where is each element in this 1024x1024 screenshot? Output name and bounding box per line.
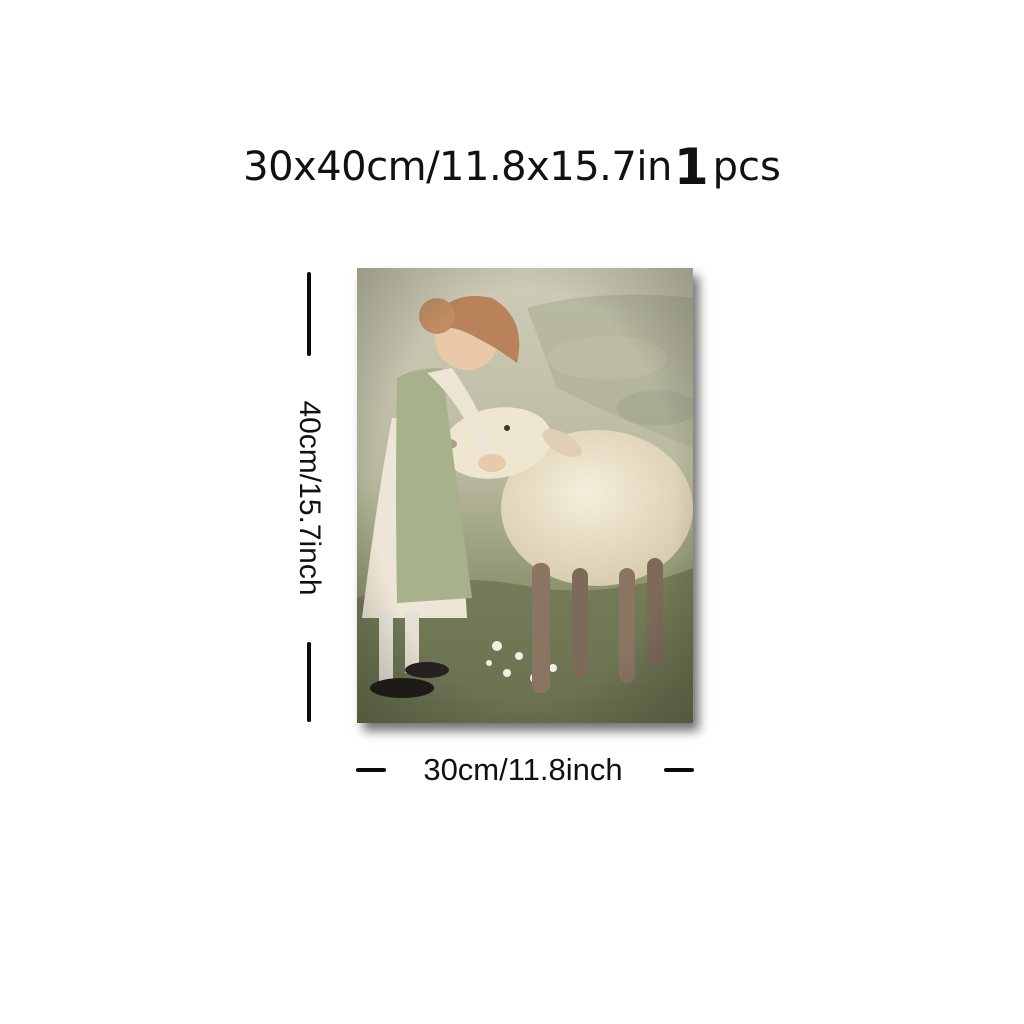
girl-with-lamb-painting-icon	[357, 268, 693, 723]
quantity-number: 1	[673, 138, 709, 196]
height-dimension-line-top	[307, 272, 311, 356]
canvas-print-image	[357, 268, 693, 723]
size-text: 30x40cm/11.8x15.7in	[243, 144, 672, 190]
height-dimension-line-bottom	[307, 642, 311, 722]
width-dimension-label: 30cm/11.8inch	[423, 752, 623, 787]
size-quantity-title: 30x40cm/11.8x15.7in1 pcs	[0, 138, 1024, 196]
quantity-unit: pcs	[712, 144, 781, 190]
height-label-text: 40cm/15.7inch	[293, 400, 326, 596]
width-dimension-line-left	[356, 768, 386, 772]
width-dimension-line-right	[664, 768, 694, 772]
